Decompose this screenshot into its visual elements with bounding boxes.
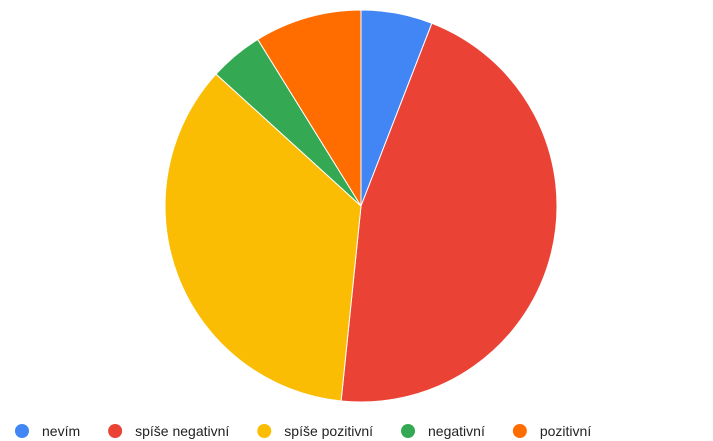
legend-marker-nevim — [15, 424, 29, 438]
legend-label-spise-negativni: spíše negativní — [135, 423, 229, 439]
pie-slice-spise-pozitivni[interactable] — [164, 73, 362, 402]
legend-marker-spise-pozitivni — [257, 424, 272, 438]
legend-marker-spise-negativni — [108, 424, 123, 438]
legend-label-nevim: nevím — [42, 423, 80, 439]
legend-marker-negativni — [401, 424, 416, 438]
pie-slice-pozitivni[interactable] — [257, 9, 362, 208]
legend-marker-pozitivni — [512, 424, 527, 438]
chart-legend: nevím spíše negativní spíše pozitivní negat… — [15, 423, 591, 439]
legend-label-spise-pozitivni: spíše pozitivní — [284, 423, 373, 439]
legend-item-spise-pozitivni: spíše pozitivní — [257, 423, 373, 439]
pie-slices — [164, 9, 558, 403]
legend-label-negativni: negativní — [428, 423, 485, 439]
legend-item-spise-negativni: spíše negativní — [108, 423, 229, 439]
legend-item-negativni: negativní — [401, 423, 485, 439]
pie-slice-spise-negativni[interactable] — [340, 22, 558, 403]
legend-label-pozitivni: pozitivní — [540, 423, 591, 439]
legend-item-pozitivni: pozitivní — [512, 423, 591, 439]
legend-item-nevim: nevím — [15, 423, 80, 439]
